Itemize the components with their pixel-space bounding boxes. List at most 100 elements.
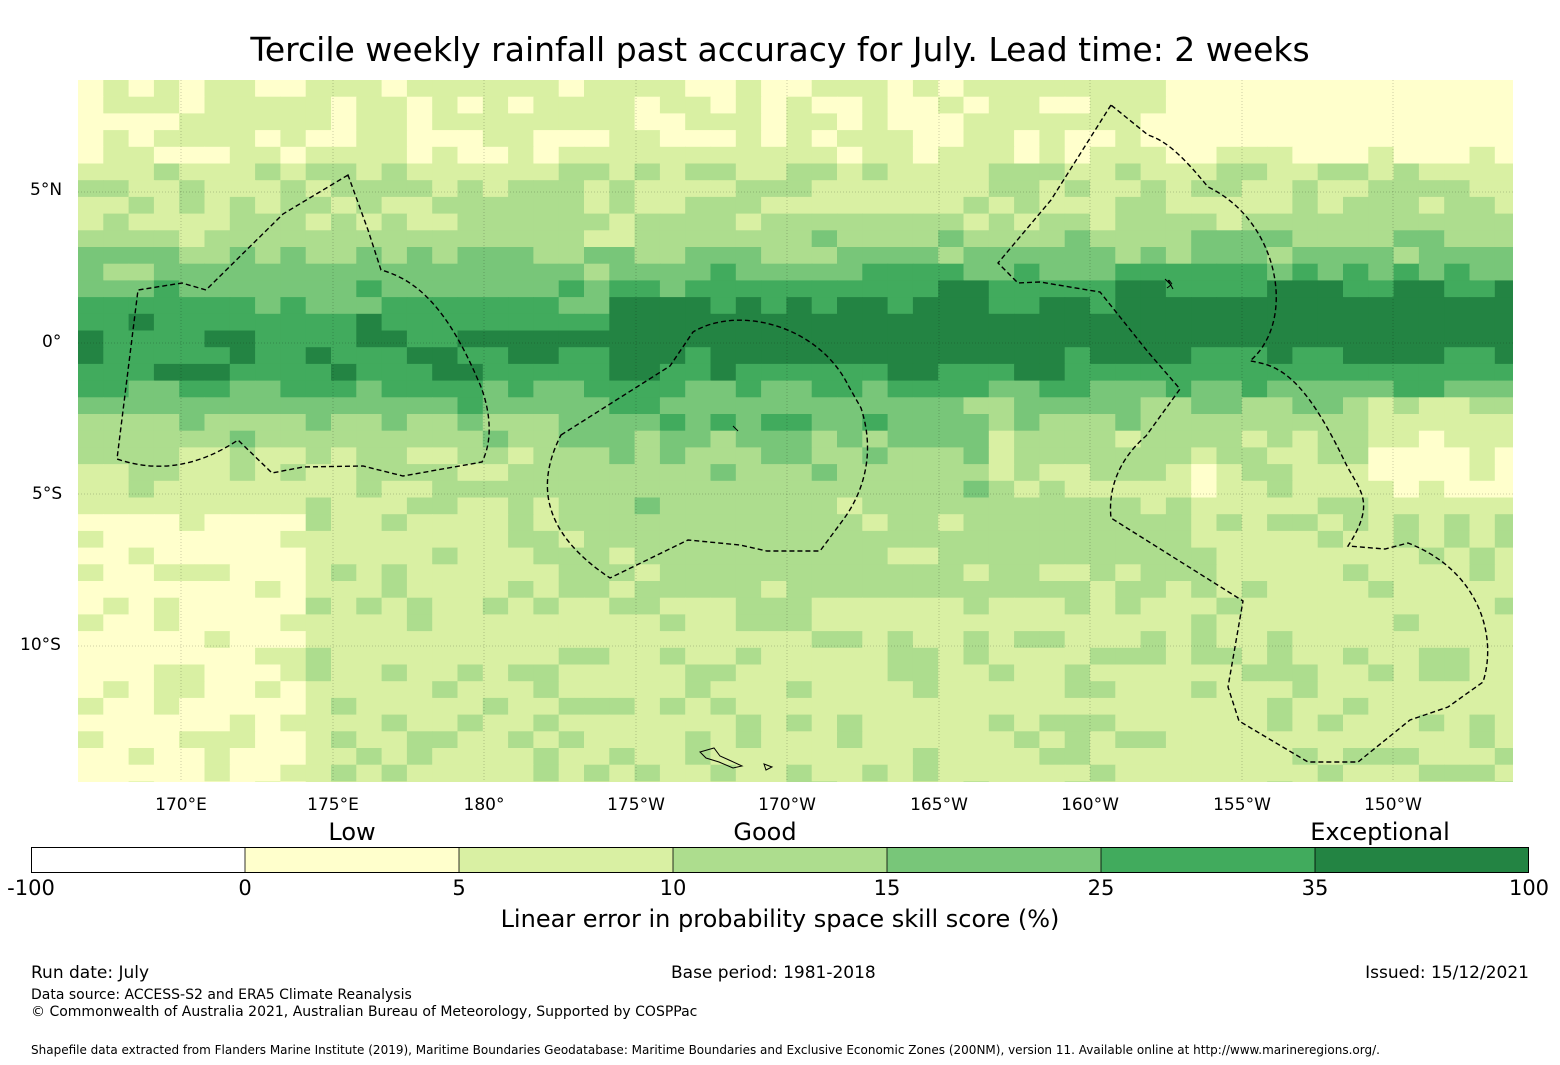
grid-cell <box>508 280 534 298</box>
grid-cell <box>659 313 686 332</box>
grid-cell <box>457 564 484 582</box>
grid-cell <box>963 547 990 565</box>
grid-cell <box>432 647 459 666</box>
grid-cell <box>634 113 661 131</box>
grid-cell <box>128 113 155 131</box>
grid-cell <box>482 397 509 415</box>
grid-cell <box>482 581 509 599</box>
grid-cell <box>786 196 813 215</box>
grid-cell <box>710 681 737 699</box>
grid-cell <box>912 96 939 114</box>
grid-cell <box>1191 597 1218 615</box>
grid-cell <box>710 581 737 599</box>
grid-cell <box>381 497 408 515</box>
grid-cell <box>912 146 939 165</box>
grid-cell <box>305 430 332 448</box>
grid-cell <box>634 430 661 448</box>
grid-cell <box>1191 96 1218 114</box>
grid-cell <box>887 581 914 599</box>
grid-cell <box>634 163 661 181</box>
grid-cell <box>78 597 104 615</box>
grid-cell <box>1418 581 1445 599</box>
grid-cell <box>78 363 104 382</box>
grid-cell <box>1115 597 1142 615</box>
grid-cell <box>331 397 357 415</box>
grid-cell <box>584 581 610 599</box>
grid-cell <box>1469 714 1496 732</box>
grid-cell <box>1317 113 1344 131</box>
grid-cell <box>1090 530 1116 549</box>
grid-cell <box>457 146 484 165</box>
grid-cell <box>1393 146 1420 165</box>
grid-cell <box>735 714 762 732</box>
grid-cell <box>356 146 383 165</box>
grid-cell <box>1267 664 1293 682</box>
grid-cell <box>78 397 104 415</box>
colorbar-swatch <box>1100 847 1316 873</box>
grid-cell <box>1064 213 1091 231</box>
lon-label-175e: 175°E <box>307 795 359 815</box>
grid-cell <box>1469 414 1496 432</box>
grid-cell <box>1039 330 1066 348</box>
grid-cell <box>78 530 104 549</box>
grid-cell <box>1368 146 1395 165</box>
grid-cell <box>1165 647 1192 666</box>
grid-cell <box>1115 380 1142 398</box>
grid-cell <box>331 597 357 615</box>
colorbar-tick: 25 <box>1087 876 1115 900</box>
grid-cell <box>887 464 914 482</box>
grid-cell <box>153 447 180 465</box>
grid-cell <box>204 631 231 649</box>
issued-date: Issued: 15/12/2021 <box>1365 963 1529 983</box>
grid-cell <box>1039 614 1066 632</box>
grid-cell <box>862 581 889 599</box>
grid-cell <box>735 397 762 415</box>
grid-cell <box>558 230 585 248</box>
grid-cell <box>963 414 990 432</box>
grid-cell <box>1165 614 1192 632</box>
grid-cell <box>634 714 661 732</box>
grid-cell <box>457 313 484 332</box>
grid-cell <box>1368 714 1395 732</box>
grid-cell <box>1191 163 1218 181</box>
grid-cell <box>1418 313 1445 332</box>
grid-cell <box>963 781 990 782</box>
grid-cell <box>1115 497 1142 515</box>
grid-cell <box>533 681 560 699</box>
grid-cell <box>1039 297 1066 315</box>
grid-cell <box>103 631 130 649</box>
grid-cell <box>1494 464 1513 482</box>
grid-cell <box>710 480 737 499</box>
grid-cell <box>457 581 484 599</box>
grid-cell <box>533 330 560 348</box>
grid-cell <box>1090 514 1116 532</box>
grid-cell <box>533 564 560 582</box>
grid-cell <box>1267 263 1293 281</box>
grid-cell <box>558 631 585 649</box>
grid-cell <box>988 347 1015 365</box>
grid-cell <box>1064 597 1091 615</box>
grid-cell <box>103 731 130 749</box>
grid-cell <box>710 497 737 515</box>
grid-cell <box>912 313 939 332</box>
grid-cell <box>280 180 307 198</box>
grid-cell <box>508 430 534 448</box>
grid-cell <box>1140 146 1167 165</box>
grid-cell <box>609 130 636 148</box>
grid-cell <box>837 547 863 565</box>
grid-cell <box>103 748 130 766</box>
grid-cell <box>887 514 914 532</box>
grid-cell <box>482 330 509 348</box>
grid-cell <box>1444 213 1471 231</box>
grid-cell <box>1267 647 1293 666</box>
grid-cell <box>381 363 408 382</box>
grid-cell <box>685 681 712 699</box>
grid-cell <box>735 631 762 649</box>
grid-cell <box>153 631 180 649</box>
grid-cell <box>862 96 889 114</box>
grid-cell <box>229 347 256 365</box>
grid-cell <box>381 180 408 198</box>
grid-cell <box>179 313 206 332</box>
grid-cell <box>533 130 560 148</box>
grid-cell <box>912 631 939 649</box>
